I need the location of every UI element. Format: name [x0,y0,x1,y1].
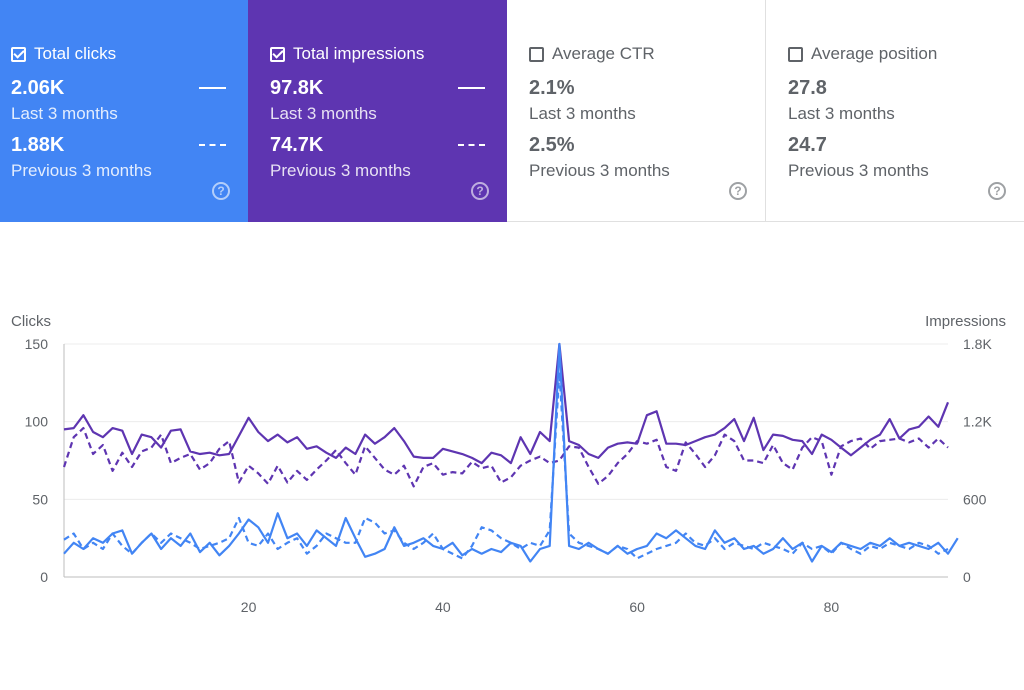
help-icon[interactable]: ? [212,182,230,200]
average-ctr-label: Average CTR [552,44,655,63]
dashed-line-legend-icon [458,144,485,146]
average-position-card[interactable]: Average position 27.8 Last 3 months 24.7… [766,0,1024,222]
y-tick-label-right: 1.2K [963,414,992,430]
average-ctr-current-value: 2.1% [529,77,575,99]
checkbox-unchecked-icon[interactable] [788,46,803,62]
y-tick-label-left: 50 [32,491,48,507]
performance-chart[interactable]: Clicks Impressions 0 0 50 600 100 1.2K 150 1.8K… [0,300,1024,630]
help-icon[interactable]: ? [471,182,489,200]
x-tick-label: 40 [435,599,451,615]
total-clicks-previous-value: 1.88K [11,134,65,156]
checkbox-checked-icon[interactable] [270,46,285,62]
total-impressions-previous-3-months-line [62,427,949,488]
metric-cards: Total clicks 2.06K Last 3 months 1.88K P… [0,0,1024,222]
x-tick-label: 60 [629,599,645,615]
y-tick-label-right: 1.8K [963,336,992,352]
help-icon[interactable]: ? [988,182,1006,200]
solid-line-legend-icon [458,87,485,89]
average-position-previous-value: 24.7 [788,134,827,156]
average-ctr-card[interactable]: Average CTR 2.1% Last 3 months 2.5% Prev… [507,0,766,222]
total-impressions-previous-period: Previous 3 months [270,161,411,180]
help-icon[interactable]: ? [729,182,747,200]
y-axis-right-title: Impressions [925,313,1006,330]
total-impressions-previous-value: 74.7K [270,134,324,156]
total-impressions-label: Total impressions [293,44,425,63]
average-position-toggle[interactable]: Average position [788,44,937,64]
average-ctr-previous-value: 2.5% [529,134,575,156]
total-impressions-current-period: Last 3 months [270,104,377,123]
checkbox-unchecked-icon[interactable] [529,46,544,62]
total-clicks-previous-period: Previous 3 months [11,161,152,180]
total-clicks-card[interactable]: Total clicks 2.06K Last 3 months 1.88K P… [0,0,248,222]
solid-line-legend-icon [199,87,226,89]
average-position-current-period: Last 3 months [788,104,895,123]
total-clicks-current-period: Last 3 months [11,104,118,123]
average-position-label: Average position [811,44,938,63]
total-clicks-last-3-months-line [63,342,959,563]
average-ctr-current-period: Last 3 months [529,104,636,123]
y-tick-label-left: 100 [25,414,49,430]
y-tick-label-right: 600 [963,491,987,507]
total-impressions-current-value: 97.8K [270,77,324,99]
dashed-line-legend-icon [199,144,226,146]
total-impressions-last-3-months-line [63,342,950,465]
average-position-previous-period: Previous 3 months [788,161,929,180]
x-tick-label: 20 [241,599,257,615]
average-ctr-previous-period: Previous 3 months [529,161,670,180]
y-axis-left-title: Clicks [11,313,51,330]
total-clicks-toggle[interactable]: Total clicks [11,44,116,64]
y-tick-label-left: 0 [40,569,48,585]
y-tick-label-left: 150 [25,336,49,352]
total-clicks-label: Total clicks [34,44,117,63]
average-position-current-value: 27.8 [788,77,827,99]
x-tick-label: 80 [824,599,840,615]
average-ctr-toggle[interactable]: Average CTR [529,44,655,64]
total-impressions-toggle[interactable]: Total impressions [270,44,424,64]
checkbox-checked-icon[interactable] [11,46,26,62]
total-impressions-card[interactable]: Total impressions 97.8K Last 3 months 74… [248,0,507,222]
y-tick-label-right: 0 [963,569,971,585]
total-clicks-current-value: 2.06K [11,77,65,99]
